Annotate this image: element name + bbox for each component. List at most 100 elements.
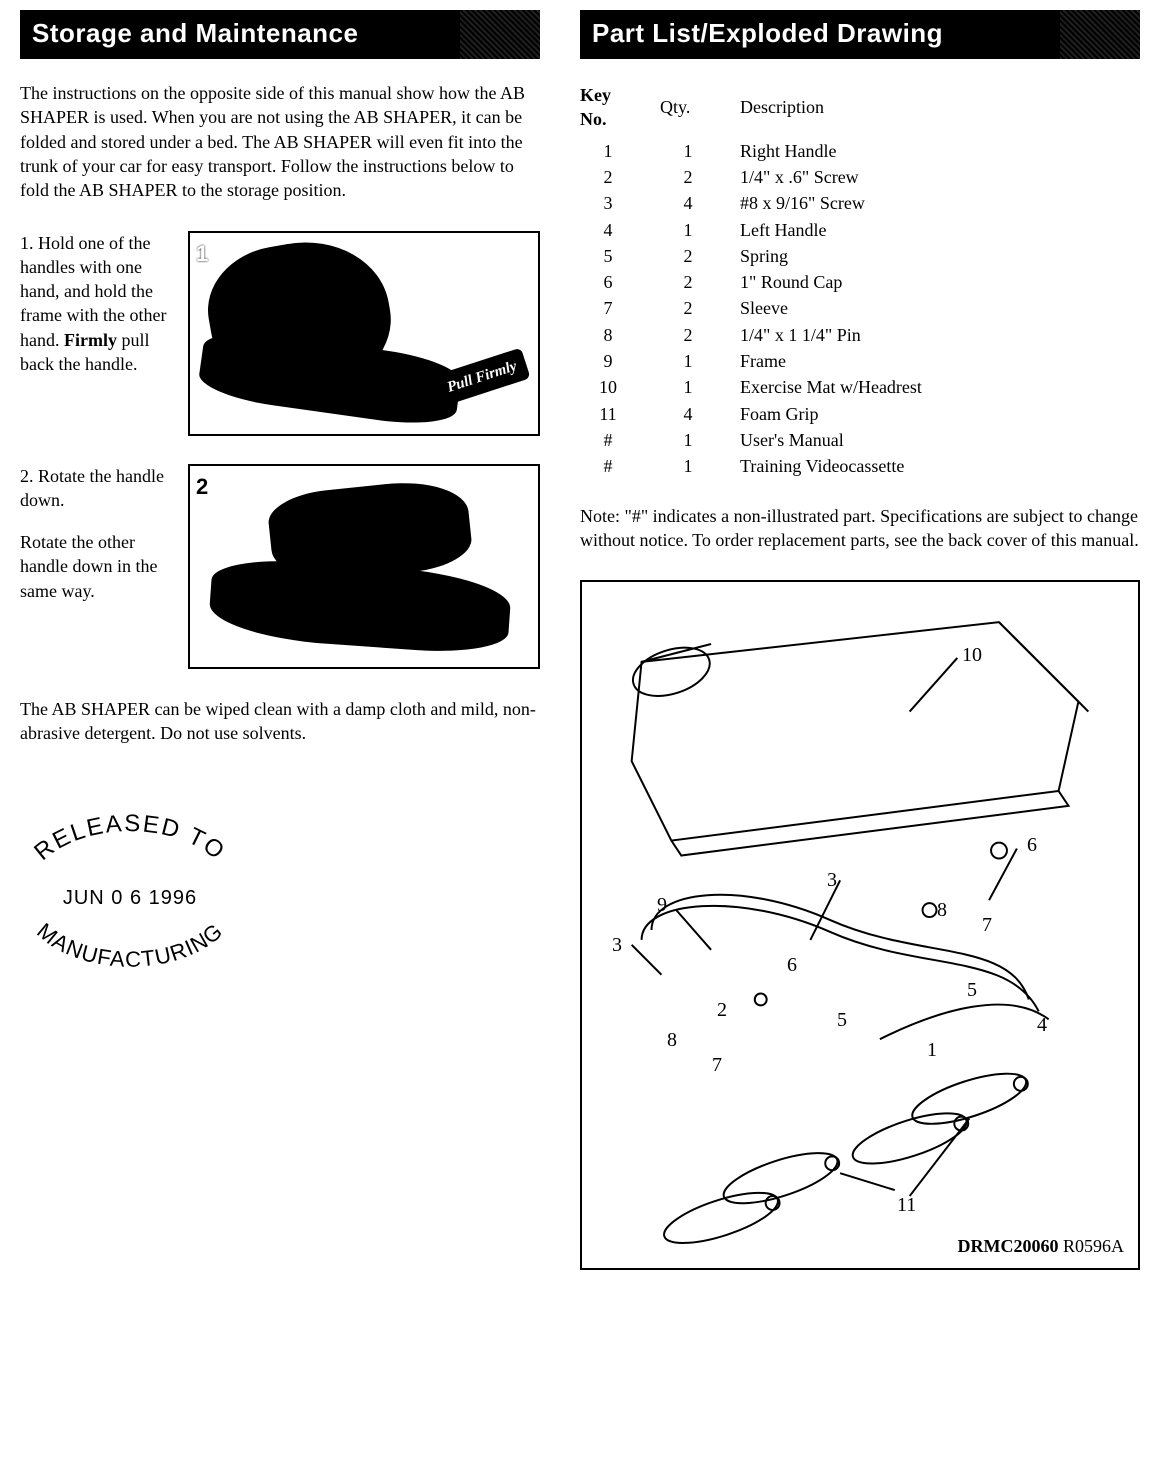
stamp-top-arc: RELEASED TO <box>20 805 240 875</box>
drawing-code-rest: R0596A <box>1058 1236 1124 1256</box>
part-desc: 1" Round Cap <box>740 269 946 295</box>
callout-label: 4 <box>1037 1012 1047 1039</box>
table-row: 621" Round Cap <box>580 269 946 295</box>
part-desc: #8 x 9/16" Screw <box>740 190 946 216</box>
part-desc: User's Manual <box>740 427 946 453</box>
callout-label: 3 <box>827 867 837 894</box>
part-desc: Sleeve <box>740 295 946 321</box>
pull-firmly-label: Pull Firmly <box>445 359 519 396</box>
part-qty: 1 <box>660 427 740 453</box>
part-qty: 1 <box>660 138 740 164</box>
parts-table: Key No. Qty. Description 11Right Handle2… <box>580 81 946 479</box>
part-desc: Training Videocassette <box>740 453 946 479</box>
part-key: # <box>580 453 660 479</box>
part-qty: 4 <box>660 401 740 427</box>
part-desc: Exercise Mat w/Headrest <box>740 374 946 400</box>
callout-label: 6 <box>787 952 797 979</box>
callout-label: 7 <box>982 912 992 939</box>
part-qty: 1 <box>660 217 740 243</box>
svg-text:MANUFACTURING: MANUFACTURING <box>32 922 227 972</box>
part-desc: Foam Grip <box>740 401 946 427</box>
callout-label: 10 <box>962 642 982 669</box>
part-qty: 2 <box>660 164 740 190</box>
part-desc: Left Handle <box>740 217 946 243</box>
step-2-illustration: 2 <box>188 464 540 669</box>
callout-label: 1 <box>927 1037 937 1064</box>
drawing-code: DRMC20060 R0596A <box>957 1234 1124 1258</box>
part-key: # <box>580 427 660 453</box>
table-row: #1Training Videocassette <box>580 453 946 479</box>
callout-label: 8 <box>937 897 947 924</box>
callout-label: 2 <box>717 997 727 1024</box>
part-key: 11 <box>580 401 660 427</box>
part-key: 2 <box>580 164 660 190</box>
part-qty: 2 <box>660 269 740 295</box>
callout-label: 5 <box>837 1007 847 1034</box>
part-key: 1 <box>580 138 660 164</box>
col-key: Key No. <box>580 81 660 138</box>
storage-header: Storage and Maintenance <box>20 10 540 59</box>
part-qty: 2 <box>660 243 740 269</box>
right-column: Part List/Exploded Drawing Key No. Qty. … <box>580 10 1140 1270</box>
part-qty: 1 <box>660 453 740 479</box>
part-key: 6 <box>580 269 660 295</box>
part-key: 3 <box>580 190 660 216</box>
svg-text:RELEASED TO: RELEASED TO <box>29 810 230 866</box>
table-row: 41Left Handle <box>580 217 946 243</box>
pull-firmly-arrow: Pull Firmly <box>433 348 531 407</box>
part-desc: Spring <box>740 243 946 269</box>
step-1-text: 1. Hold one of the handles with one hand… <box>20 231 170 377</box>
col-qty: Qty. <box>660 81 740 138</box>
step-1-row: 1. Hold one of the handles with one hand… <box>20 231 540 436</box>
drawing-code-bold: DRMC20060 <box>957 1236 1058 1256</box>
callout-label: 3 <box>612 932 622 959</box>
part-key: 8 <box>580 322 660 348</box>
table-row: 11Right Handle <box>580 138 946 164</box>
part-key: 5 <box>580 243 660 269</box>
part-desc: Frame <box>740 348 946 374</box>
part-qty: 1 <box>660 374 740 400</box>
part-key: 4 <box>580 217 660 243</box>
callout-label: 9 <box>657 892 667 919</box>
part-key: 7 <box>580 295 660 321</box>
callout-label: 11 <box>897 1192 916 1219</box>
table-row: 91Frame <box>580 348 946 374</box>
stamp-date: JUN 0 6 1996 <box>20 885 240 912</box>
part-qty: 2 <box>660 322 740 348</box>
table-row: 821/4" x 1 1/4" Pin <box>580 322 946 348</box>
part-qty: 1 <box>660 348 740 374</box>
exploded-svg <box>582 582 1138 1268</box>
part-desc: 1/4" x .6" Screw <box>740 164 946 190</box>
part-key: 10 <box>580 374 660 400</box>
step-2-row: 2. Rotate the handle down. Rotate the ot… <box>20 464 540 669</box>
table-row: 114Foam Grip <box>580 401 946 427</box>
step2-a: 2. Rotate the handle down. <box>20 464 170 513</box>
table-row: 34#8 x 9/16" Screw <box>580 190 946 216</box>
step-2-text: 2. Rotate the handle down. Rotate the ot… <box>20 464 170 603</box>
manual-page: Storage and Maintenance The instructions… <box>0 0 1166 1290</box>
part-key: 9 <box>580 348 660 374</box>
storage-intro: The instructions on the opposite side of… <box>20 81 540 202</box>
table-row: 52Spring <box>580 243 946 269</box>
table-row: 101Exercise Mat w/Headrest <box>580 374 946 400</box>
col-desc: Description <box>740 81 946 138</box>
callout-label: 7 <box>712 1052 722 1079</box>
callout-label: 6 <box>1027 832 1037 859</box>
released-stamp: RELEASED TO JUN 0 6 1996 MANUFACTURING <box>20 805 240 992</box>
step2-badge: 2 <box>196 472 208 502</box>
cleaning-text: The AB SHAPER can be wiped clean with a … <box>20 697 540 746</box>
step2-b: Rotate the other handle down in the same… <box>20 530 170 603</box>
callout-label: 5 <box>967 977 977 1004</box>
step1-firm: Firmly <box>64 330 117 350</box>
partlist-header: Part List/Exploded Drawing <box>580 10 1140 59</box>
part-desc: 1/4" x 1 1/4" Pin <box>740 322 946 348</box>
table-row: 72Sleeve <box>580 295 946 321</box>
table-row: 221/4" x .6" Screw <box>580 164 946 190</box>
part-qty: 2 <box>660 295 740 321</box>
left-column: Storage and Maintenance The instructions… <box>20 10 540 1270</box>
table-row: #1User's Manual <box>580 427 946 453</box>
part-qty: 4 <box>660 190 740 216</box>
step1-badge: 1 <box>196 239 208 269</box>
exploded-drawing: 106398376524581711 DRMC20060 R0596A <box>580 580 1140 1270</box>
parts-note: Note: "#" indicates a non-illustrated pa… <box>580 504 1140 553</box>
